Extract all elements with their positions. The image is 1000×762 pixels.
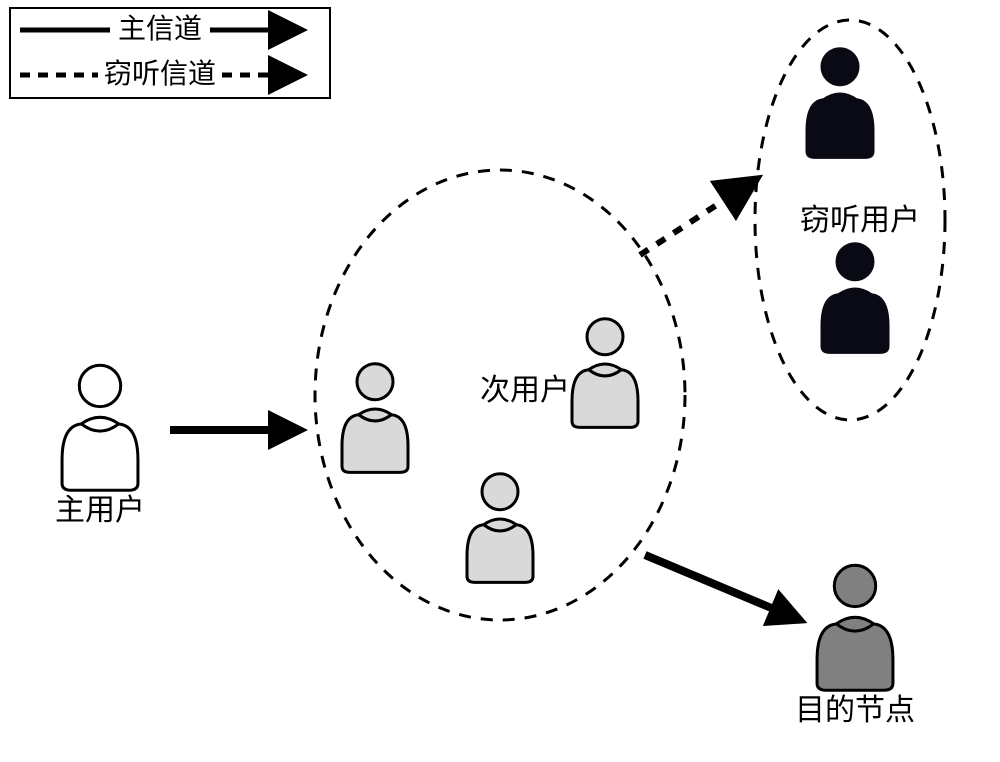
dest-node-label: 目的节点 [795, 694, 915, 727]
eavesdropper-icon [822, 244, 888, 353]
diagram-canvas: 主信道 窃听信道 次用户 窃听用户 主用户 目的节点 [0, 0, 1000, 762]
dest-node-icon [817, 565, 893, 690]
primary-user-label: 主用户 [55, 494, 145, 527]
legend-eaves-label: 窃听信道 [104, 58, 216, 89]
secondary-user-icon [342, 364, 408, 473]
eavesdropper-icon [807, 49, 873, 158]
secondary-user-icon [572, 319, 638, 428]
arrow-secondary-to-eaves [640, 180, 755, 255]
primary-user-icon [62, 365, 138, 490]
secondary-user-icon [467, 474, 533, 583]
eavesdroppers-label: 窃听用户 [800, 204, 920, 237]
legend-main-label: 主信道 [118, 13, 202, 44]
secondary-users-label: 次用户 [480, 374, 570, 407]
arrow-secondary-to-dest [645, 555, 800, 620]
